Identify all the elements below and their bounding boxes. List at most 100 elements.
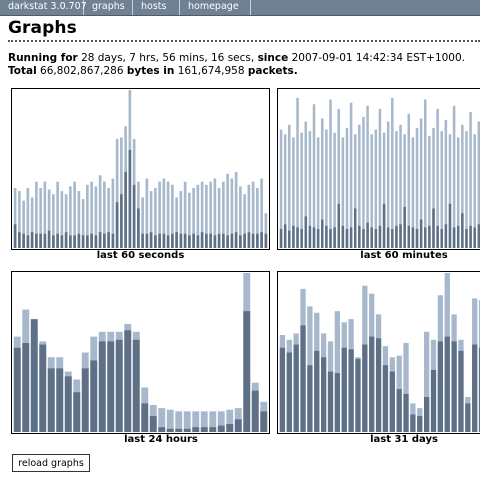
graph-canvas xyxy=(279,97,480,249)
bar-total xyxy=(399,124,402,248)
bar-in xyxy=(200,427,208,432)
bar-in xyxy=(30,319,38,432)
bar-total xyxy=(325,129,328,248)
bar-total xyxy=(329,99,332,248)
bar-in xyxy=(56,368,64,432)
bar-in xyxy=(444,336,450,432)
bar-in xyxy=(77,233,81,248)
bar-total xyxy=(209,181,212,248)
graph-label-60-seconds: last 60 seconds xyxy=(96,250,185,261)
bar-in xyxy=(35,233,38,248)
bar-in xyxy=(166,428,174,432)
bar-in xyxy=(329,229,332,248)
bar-in xyxy=(73,392,81,432)
bar-in xyxy=(243,311,251,432)
nav-homepage-link[interactable]: homepage xyxy=(180,0,251,15)
bar-in xyxy=(389,371,395,432)
bar-in xyxy=(132,184,136,248)
bar-in xyxy=(292,225,295,248)
bar-in xyxy=(86,235,89,248)
bar-in xyxy=(260,232,263,248)
bar-in xyxy=(440,229,443,248)
bar-in xyxy=(478,347,480,432)
bar-in xyxy=(437,341,443,432)
bar-in xyxy=(374,229,378,248)
bar-total xyxy=(424,331,430,432)
bar-in xyxy=(296,227,299,248)
bar-total xyxy=(196,184,200,248)
bar-in xyxy=(107,232,110,248)
bar-in xyxy=(149,232,153,248)
bar-in xyxy=(403,206,406,248)
bar-in xyxy=(430,369,437,432)
bar-in xyxy=(456,225,460,248)
bar-in xyxy=(473,227,476,248)
bar-total xyxy=(374,129,378,248)
bar-in xyxy=(341,225,345,248)
bar-total xyxy=(103,181,106,248)
bar-total xyxy=(243,194,246,248)
bar-in xyxy=(18,232,21,248)
bar-total xyxy=(473,134,476,248)
title-divider xyxy=(8,40,480,42)
bar-total xyxy=(73,181,76,248)
bar-in xyxy=(419,219,423,248)
bar-in xyxy=(128,150,132,248)
top-navbar: darkstat 3.0.707 graphs hosts homepage xyxy=(0,0,480,16)
bar-in xyxy=(162,233,166,248)
bar-in xyxy=(124,172,127,248)
bar-in xyxy=(286,352,292,432)
bar-total xyxy=(205,184,208,248)
bar-in xyxy=(179,233,183,248)
bar-in xyxy=(355,358,361,432)
bar-in xyxy=(141,403,149,432)
bar-in xyxy=(256,233,259,248)
bar-in xyxy=(213,235,217,248)
bar-in xyxy=(410,414,416,432)
bar-in xyxy=(43,233,47,248)
bar-in xyxy=(39,233,42,248)
bar-in xyxy=(192,233,195,248)
bar-total xyxy=(452,105,456,248)
bar-total xyxy=(345,127,349,248)
graph-label-24-hours: last 24 hours xyxy=(124,434,198,445)
bar-in xyxy=(13,224,17,248)
bar-in xyxy=(64,232,68,248)
bar-in xyxy=(98,341,106,432)
bar-in xyxy=(362,344,368,432)
since-value: 2007-09-01 14:42:34 EST+1000. xyxy=(291,52,466,64)
bar-in xyxy=(452,227,456,248)
bar-in xyxy=(304,216,308,248)
bar-total xyxy=(321,118,324,248)
nav-graphs-link[interactable]: graphs xyxy=(84,0,133,15)
bar-in xyxy=(316,229,320,248)
reload-graphs-button[interactable]: reload graphs xyxy=(12,454,90,472)
bar-in xyxy=(124,330,132,432)
bar-total xyxy=(477,121,480,248)
bar-total xyxy=(226,173,229,248)
bar-in xyxy=(417,416,423,432)
bar-in xyxy=(415,229,419,248)
bar-in xyxy=(247,232,251,248)
bar-in xyxy=(81,235,85,248)
bar-total xyxy=(77,191,81,248)
bar-in xyxy=(337,203,340,248)
bar-total xyxy=(378,108,382,249)
bar-in xyxy=(386,227,390,248)
bar-in xyxy=(396,389,402,432)
running-line: Running for 28 days, 7 hrs, 56 mins, 16 … xyxy=(8,52,465,64)
bar-in xyxy=(39,344,47,432)
nav-hosts-link[interactable]: hosts xyxy=(133,0,180,15)
graph-canvas xyxy=(279,273,480,432)
packets-value: 161,674,958 xyxy=(177,65,245,77)
bar-in xyxy=(279,347,286,432)
bar-total xyxy=(26,187,30,248)
bar-in xyxy=(251,233,255,248)
bar-in xyxy=(472,344,478,432)
bar-in xyxy=(461,213,464,248)
bar-in xyxy=(465,403,471,432)
bar-total xyxy=(391,97,394,249)
bar-in xyxy=(444,224,448,248)
bar-total xyxy=(213,178,217,248)
bar-in xyxy=(300,229,303,248)
